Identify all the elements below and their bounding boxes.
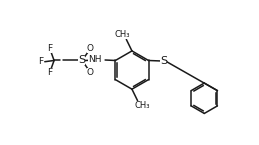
Text: F: F	[47, 45, 52, 54]
Text: F: F	[47, 68, 52, 77]
Text: CH₃: CH₃	[114, 30, 130, 39]
Text: O: O	[87, 44, 94, 53]
Text: F: F	[38, 57, 43, 66]
Text: S: S	[78, 56, 85, 66]
Text: O: O	[87, 68, 94, 77]
Text: S: S	[160, 56, 167, 66]
Text: CH₃: CH₃	[134, 101, 149, 110]
Text: NH: NH	[88, 55, 102, 64]
